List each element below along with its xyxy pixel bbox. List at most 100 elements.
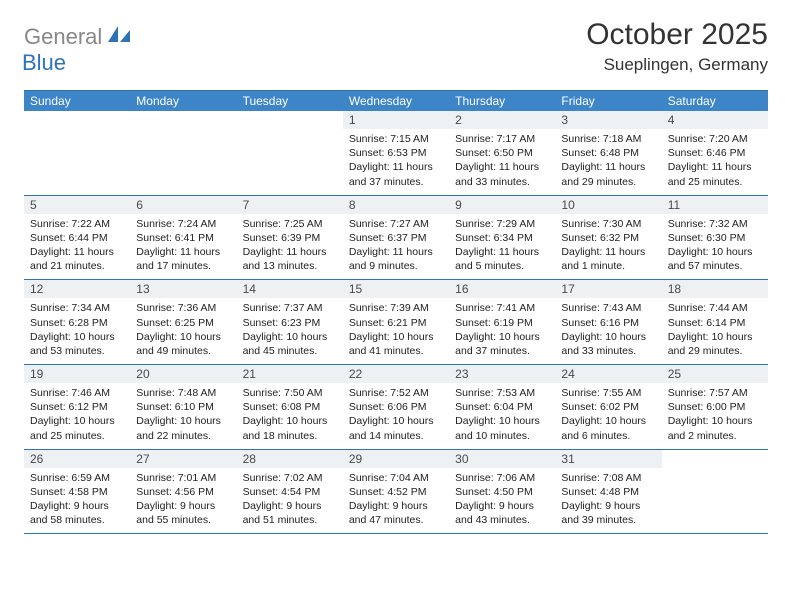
- sunset-text: Sunset: 4:58 PM: [30, 485, 124, 499]
- daylight-text: Daylight: 10 hours and 41 minutes.: [349, 330, 443, 358]
- day-body: Sunrise: 7:43 AMSunset: 6:16 PMDaylight:…: [555, 298, 661, 364]
- sunrise-text: Sunrise: 7:50 AM: [243, 386, 337, 400]
- daylight-text: Daylight: 9 hours and 47 minutes.: [349, 499, 443, 527]
- day-cell: 16Sunrise: 7:41 AMSunset: 6:19 PMDayligh…: [449, 280, 555, 364]
- day-cell: [237, 111, 343, 195]
- day-header-cell: Sunday: [24, 91, 130, 111]
- day-body: Sunrise: 7:52 AMSunset: 6:06 PMDaylight:…: [343, 383, 449, 449]
- daylight-text: Daylight: 10 hours and 49 minutes.: [136, 330, 230, 358]
- sunrise-text: Sunrise: 7:25 AM: [243, 217, 337, 231]
- day-body: Sunrise: 7:02 AMSunset: 4:54 PMDaylight:…: [237, 468, 343, 534]
- sunset-text: Sunset: 6:34 PM: [455, 231, 549, 245]
- day-number: 29: [343, 450, 449, 468]
- daylight-text: Daylight: 10 hours and 33 minutes.: [561, 330, 655, 358]
- day-cell: 19Sunrise: 7:46 AMSunset: 6:12 PMDayligh…: [24, 365, 130, 449]
- day-body: Sunrise: 7:41 AMSunset: 6:19 PMDaylight:…: [449, 298, 555, 364]
- week-row: 26Sunrise: 6:59 AMSunset: 4:58 PMDayligh…: [24, 450, 768, 535]
- day-number: [130, 111, 236, 129]
- sunset-text: Sunset: 6:21 PM: [349, 316, 443, 330]
- day-cell: 18Sunrise: 7:44 AMSunset: 6:14 PMDayligh…: [662, 280, 768, 364]
- daylight-text: Daylight: 11 hours and 9 minutes.: [349, 245, 443, 273]
- day-body: Sunrise: 7:46 AMSunset: 6:12 PMDaylight:…: [24, 383, 130, 449]
- title-block: October 2025 Sueplingen, Germany: [586, 18, 768, 75]
- daylight-text: Daylight: 10 hours and 22 minutes.: [136, 414, 230, 442]
- brand-part2: Blue: [22, 50, 66, 75]
- day-header-row: SundayMondayTuesdayWednesdayThursdayFrid…: [24, 91, 768, 111]
- sunset-text: Sunset: 4:56 PM: [136, 485, 230, 499]
- sunrise-text: Sunrise: 7:57 AM: [668, 386, 762, 400]
- calendar: SundayMondayTuesdayWednesdayThursdayFrid…: [24, 90, 768, 534]
- sunset-text: Sunset: 4:48 PM: [561, 485, 655, 499]
- day-body: [130, 129, 236, 185]
- sunrise-text: Sunrise: 7:20 AM: [668, 132, 762, 146]
- sunset-text: Sunset: 6:28 PM: [30, 316, 124, 330]
- week-row: 1Sunrise: 7:15 AMSunset: 6:53 PMDaylight…: [24, 111, 768, 196]
- sunset-text: Sunset: 6:48 PM: [561, 146, 655, 160]
- daylight-text: Daylight: 11 hours and 29 minutes.: [561, 160, 655, 188]
- sunrise-text: Sunrise: 7:04 AM: [349, 471, 443, 485]
- sunset-text: Sunset: 6:12 PM: [30, 400, 124, 414]
- day-number: 17: [555, 280, 661, 298]
- day-number: 12: [24, 280, 130, 298]
- sunset-text: Sunset: 6:16 PM: [561, 316, 655, 330]
- day-number: 19: [24, 365, 130, 383]
- sunrise-text: Sunrise: 7:01 AM: [136, 471, 230, 485]
- sunrise-text: Sunrise: 7:27 AM: [349, 217, 443, 231]
- day-cell: 22Sunrise: 7:52 AMSunset: 6:06 PMDayligh…: [343, 365, 449, 449]
- sunset-text: Sunset: 6:32 PM: [561, 231, 655, 245]
- daylight-text: Daylight: 11 hours and 1 minute.: [561, 245, 655, 273]
- day-cell: 11Sunrise: 7:32 AMSunset: 6:30 PMDayligh…: [662, 196, 768, 280]
- brand-part1: General: [24, 24, 102, 49]
- sunset-text: Sunset: 6:08 PM: [243, 400, 337, 414]
- header: General Blue October 2025 Sueplingen, Ge…: [24, 18, 768, 76]
- day-number: [237, 111, 343, 129]
- daylight-text: Daylight: 10 hours and 14 minutes.: [349, 414, 443, 442]
- daylight-text: Daylight: 10 hours and 25 minutes.: [30, 414, 124, 442]
- day-number: 30: [449, 450, 555, 468]
- week-row: 12Sunrise: 7:34 AMSunset: 6:28 PMDayligh…: [24, 280, 768, 365]
- day-body: Sunrise: 7:06 AMSunset: 4:50 PMDaylight:…: [449, 468, 555, 534]
- calendar-body: 1Sunrise: 7:15 AMSunset: 6:53 PMDaylight…: [24, 111, 768, 534]
- daylight-text: Daylight: 9 hours and 51 minutes.: [243, 499, 337, 527]
- daylight-text: Daylight: 10 hours and 53 minutes.: [30, 330, 124, 358]
- day-cell: 20Sunrise: 7:48 AMSunset: 6:10 PMDayligh…: [130, 365, 236, 449]
- daylight-text: Daylight: 10 hours and 6 minutes.: [561, 414, 655, 442]
- day-body: Sunrise: 7:04 AMSunset: 4:52 PMDaylight:…: [343, 468, 449, 534]
- daylight-text: Daylight: 11 hours and 5 minutes.: [455, 245, 549, 273]
- day-body: Sunrise: 7:15 AMSunset: 6:53 PMDaylight:…: [343, 129, 449, 195]
- sunrise-text: Sunrise: 7:02 AM: [243, 471, 337, 485]
- sunset-text: Sunset: 6:14 PM: [668, 316, 762, 330]
- day-body: Sunrise: 6:59 AMSunset: 4:58 PMDaylight:…: [24, 468, 130, 534]
- day-cell: 25Sunrise: 7:57 AMSunset: 6:00 PMDayligh…: [662, 365, 768, 449]
- sunrise-text: Sunrise: 7:39 AM: [349, 301, 443, 315]
- day-body: Sunrise: 7:22 AMSunset: 6:44 PMDaylight:…: [24, 214, 130, 280]
- day-number: 7: [237, 196, 343, 214]
- day-body: Sunrise: 7:29 AMSunset: 6:34 PMDaylight:…: [449, 214, 555, 280]
- day-cell: 29Sunrise: 7:04 AMSunset: 4:52 PMDayligh…: [343, 450, 449, 534]
- sunrise-text: Sunrise: 7:18 AM: [561, 132, 655, 146]
- day-body: Sunrise: 7:32 AMSunset: 6:30 PMDaylight:…: [662, 214, 768, 280]
- day-cell: 15Sunrise: 7:39 AMSunset: 6:21 PMDayligh…: [343, 280, 449, 364]
- day-cell: 13Sunrise: 7:36 AMSunset: 6:25 PMDayligh…: [130, 280, 236, 364]
- sunrise-text: Sunrise: 7:55 AM: [561, 386, 655, 400]
- daylight-text: Daylight: 11 hours and 37 minutes.: [349, 160, 443, 188]
- sunset-text: Sunset: 4:54 PM: [243, 485, 337, 499]
- day-cell: 26Sunrise: 6:59 AMSunset: 4:58 PMDayligh…: [24, 450, 130, 534]
- day-number: 26: [24, 450, 130, 468]
- day-number: 9: [449, 196, 555, 214]
- day-body: Sunrise: 7:48 AMSunset: 6:10 PMDaylight:…: [130, 383, 236, 449]
- sunrise-text: Sunrise: 7:46 AM: [30, 386, 124, 400]
- sunset-text: Sunset: 6:19 PM: [455, 316, 549, 330]
- sunrise-text: Sunrise: 7:52 AM: [349, 386, 443, 400]
- day-cell: 1Sunrise: 7:15 AMSunset: 6:53 PMDaylight…: [343, 111, 449, 195]
- day-body: Sunrise: 7:50 AMSunset: 6:08 PMDaylight:…: [237, 383, 343, 449]
- sunset-text: Sunset: 6:10 PM: [136, 400, 230, 414]
- daylight-text: Daylight: 10 hours and 45 minutes.: [243, 330, 337, 358]
- day-cell: 23Sunrise: 7:53 AMSunset: 6:04 PMDayligh…: [449, 365, 555, 449]
- day-number: 18: [662, 280, 768, 298]
- sunset-text: Sunset: 6:50 PM: [455, 146, 549, 160]
- day-body: Sunrise: 7:39 AMSunset: 6:21 PMDaylight:…: [343, 298, 449, 364]
- sunset-text: Sunset: 6:23 PM: [243, 316, 337, 330]
- day-cell: 9Sunrise: 7:29 AMSunset: 6:34 PMDaylight…: [449, 196, 555, 280]
- day-number: [662, 450, 768, 468]
